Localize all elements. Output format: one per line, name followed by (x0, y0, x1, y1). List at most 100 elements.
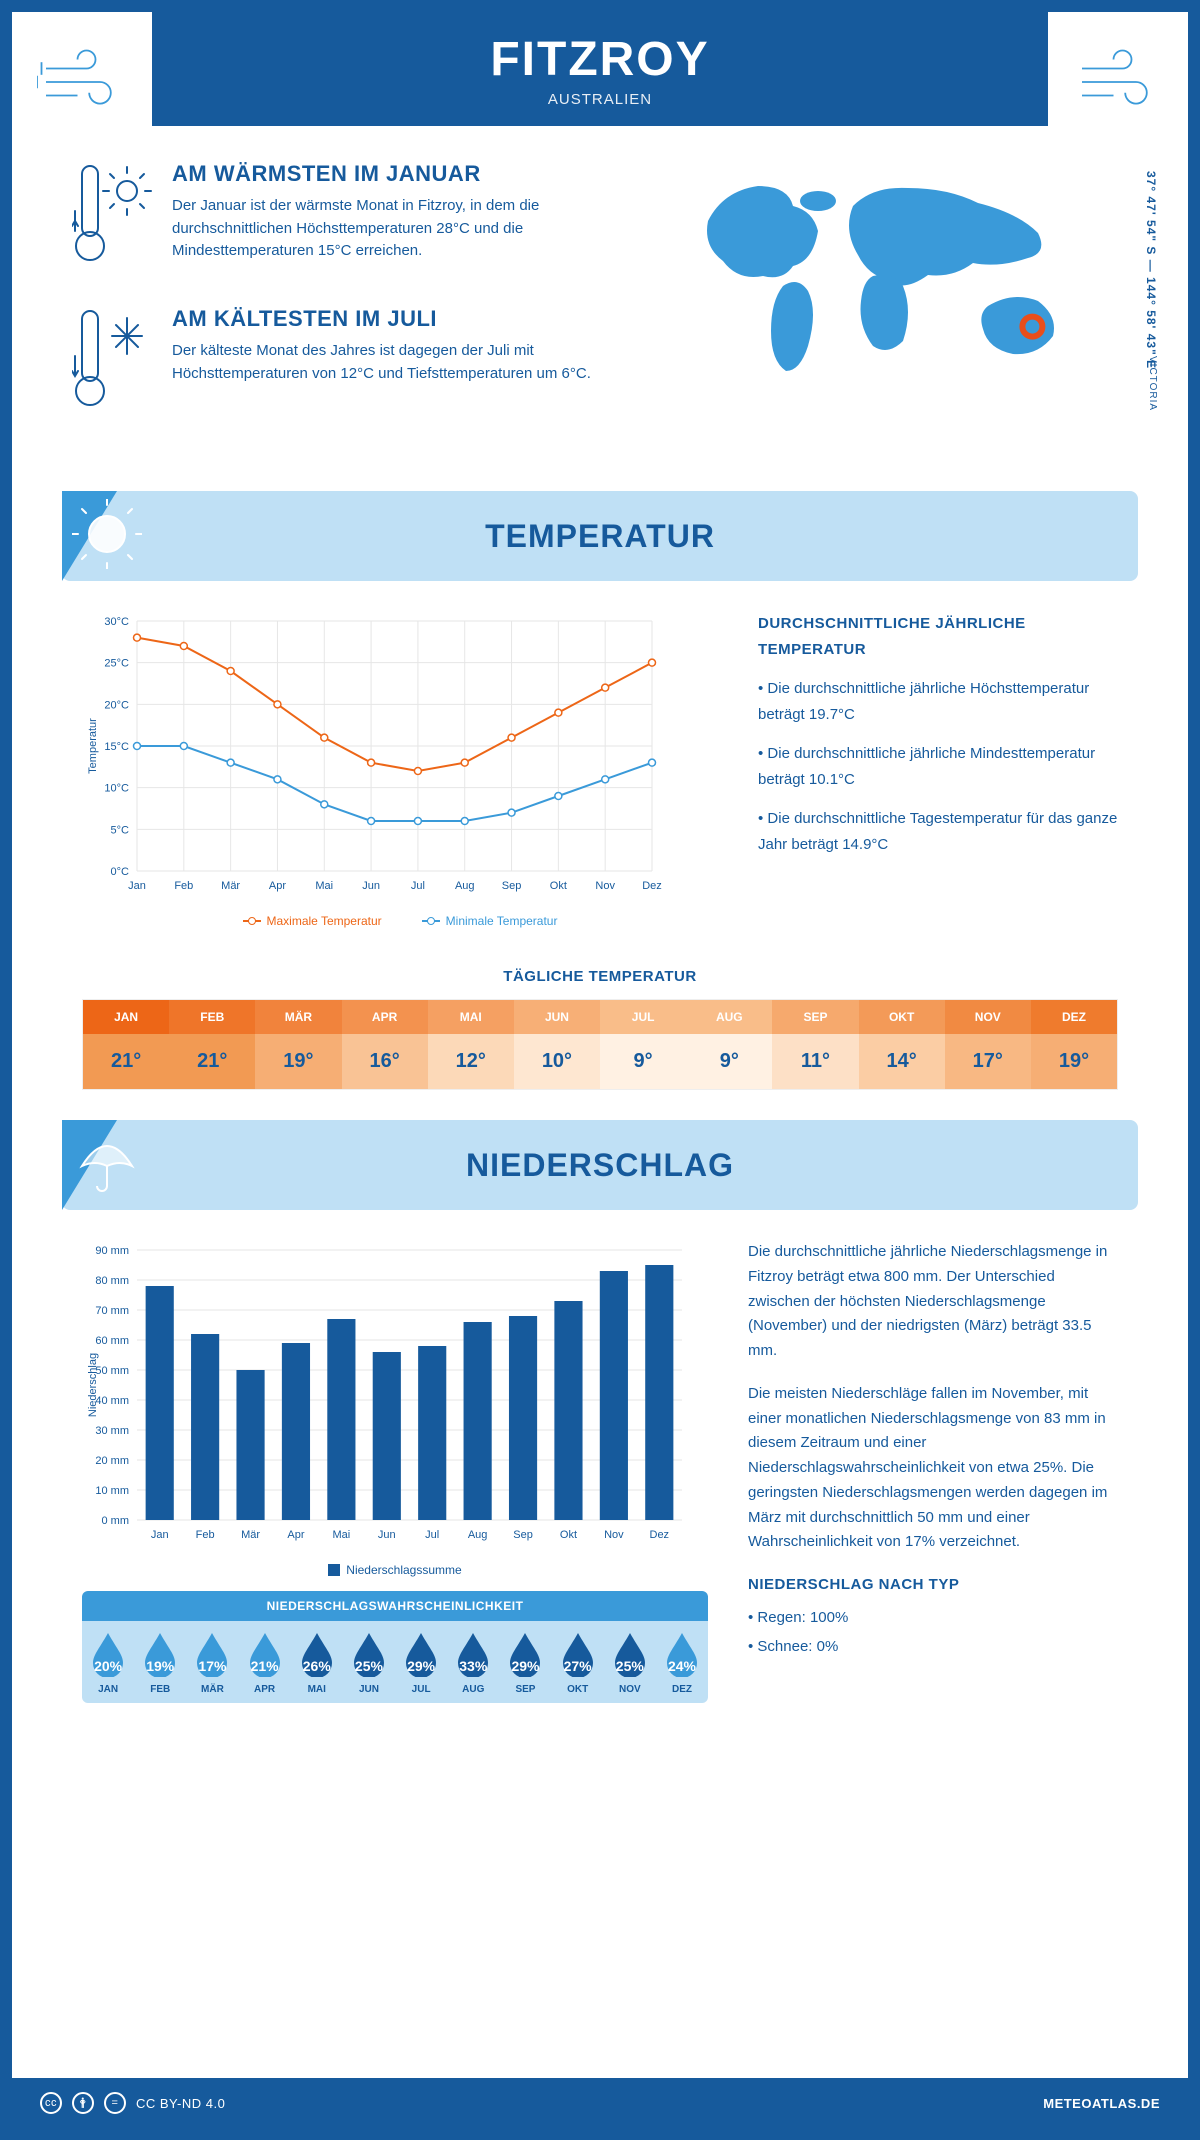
prob-cell: 19%FEB (134, 1621, 186, 1703)
heat-col: APR16° (342, 1000, 428, 1089)
coordinates-label: 37° 47' 54" S — 144° 58' 43" E (1144, 171, 1158, 369)
temp-bullet-0: • Die durchschnittliche jährliche Höchst… (758, 676, 1118, 727)
heat-col: NOV17° (945, 1000, 1031, 1089)
svg-text:Sep: Sep (513, 1529, 533, 1541)
heat-col: JAN21° (83, 1000, 169, 1089)
svg-text:Dez: Dez (650, 1529, 670, 1541)
daily-temp-table: JAN21°FEB21°MÄR19°APR16°MAI12°JUN10°JUL9… (82, 999, 1118, 1090)
svg-text:Dez: Dez (642, 880, 662, 892)
svg-text:0°C: 0°C (111, 866, 130, 878)
sun-icon (72, 499, 142, 574)
wind-deco-left (12, 12, 152, 152)
svg-text:Temperatur: Temperatur (87, 718, 99, 774)
svg-text:10°C: 10°C (104, 783, 129, 795)
precip-typ-1: • Schnee: 0% (748, 1635, 1118, 1660)
svg-text:25°C: 25°C (104, 658, 129, 670)
precip-chart-column: 0 mm10 mm20 mm30 mm40 mm50 mm60 mm70 mm8… (82, 1240, 708, 1703)
svg-text:Okt: Okt (560, 1529, 577, 1541)
legend-max: Maximale Temperatur (267, 914, 382, 928)
svg-text:Aug: Aug (455, 880, 475, 892)
heat-col: FEB21° (169, 1000, 255, 1089)
prob-cell: 17%MÄR (186, 1621, 238, 1703)
page: FITZROY AUSTRALIEN AM WÄRMSTEN IM JANUAR… (0, 0, 1200, 2140)
svg-text:0 mm: 0 mm (102, 1515, 130, 1527)
svg-text:80 mm: 80 mm (95, 1275, 129, 1287)
page-title: FITZROY (12, 32, 1188, 87)
svg-text:Nov: Nov (595, 880, 615, 892)
svg-text:30°C: 30°C (104, 616, 129, 628)
prob-cell: 29%SEP (499, 1621, 551, 1703)
precip-banner: NIEDERSCHLAG (62, 1120, 1138, 1210)
daily-temp-title: TÄGLICHE TEMPERATUR (12, 968, 1188, 985)
page-subtitle: AUSTRALIEN (12, 91, 1188, 108)
precip-p2: Die meisten Niederschläge fallen im Nove… (748, 1382, 1118, 1555)
temp-bullet-2: • Die durchschnittliche Tagestemperatur … (758, 806, 1118, 857)
footer: cc 🛉 = CC BY-ND 4.0 METEOATLAS.DE (12, 2078, 1188, 2128)
site-name: METEOATLAS.DE (1043, 2096, 1160, 2111)
precip-legend-label: Niederschlagssumme (346, 1563, 461, 1577)
svg-text:Okt: Okt (550, 880, 567, 892)
map-svg (688, 161, 1098, 391)
heat-col: OKT14° (859, 1000, 945, 1089)
heat-col: MAI12° (428, 1000, 514, 1089)
temperature-row: 0°C5°C10°C15°C20°C25°C30°CJanFebMärAprMa… (12, 611, 1188, 948)
fact-cold-title: AM KÄLTESTEN IM JULI (172, 306, 658, 332)
svg-text:30 mm: 30 mm (95, 1425, 129, 1437)
section-title-temperature: TEMPERATUR (485, 518, 715, 555)
heat-col: DEZ19° (1031, 1000, 1117, 1089)
section-title-precip: NIEDERSCHLAG (466, 1147, 734, 1184)
svg-text:Feb: Feb (196, 1529, 215, 1541)
heat-col: JUN10° (514, 1000, 600, 1089)
region-label: VICTORIA (1147, 356, 1158, 411)
facts-column: AM WÄRMSTEN IM JANUAR Der Januar ist der… (72, 161, 658, 451)
svg-text:10 mm: 10 mm (95, 1485, 129, 1497)
heat-col: AUG9° (686, 1000, 772, 1089)
temperature-line-chart: 0°C5°C10°C15°C20°C25°C30°CJanFebMärAprMa… (82, 611, 662, 901)
fact-warmest: AM WÄRMSTEN IM JANUAR Der Januar ist der… (72, 161, 658, 276)
prob-cell: 25%NOV (604, 1621, 656, 1703)
by-icon: 🛉 (72, 2092, 94, 2114)
svg-text:Apr: Apr (287, 1529, 304, 1541)
svg-text:Jun: Jun (378, 1529, 396, 1541)
temperature-legend: Maximale Temperatur Minimale Temperatur (82, 914, 718, 928)
svg-text:Apr: Apr (269, 880, 286, 892)
svg-text:5°C: 5°C (111, 824, 130, 836)
precip-bar-chart: 0 mm10 mm20 mm30 mm40 mm50 mm60 mm70 mm8… (82, 1240, 692, 1550)
header: FITZROY AUSTRALIEN (12, 12, 1188, 126)
precip-p1: Die durchschnittliche jährliche Niedersc… (748, 1240, 1118, 1364)
world-map: 37° 47' 54" S — 144° 58' 43" E VICTORIA (688, 161, 1128, 451)
svg-text:Nov: Nov (604, 1529, 624, 1541)
fact-coldest: AM KÄLTESTEN IM JULI Der kälteste Monat … (72, 306, 658, 421)
prob-cell: 29%JUL (395, 1621, 447, 1703)
precip-typ-title: NIEDERSCHLAG NACH TYP (748, 1573, 1118, 1598)
svg-text:50 mm: 50 mm (95, 1365, 129, 1377)
temp-side-title: DURCHSCHNITTLICHE JÄHRLICHE TEMPERATUR (758, 611, 1118, 662)
svg-text:15°C: 15°C (104, 741, 129, 753)
prob-cell: 21%APR (239, 1621, 291, 1703)
svg-text:Niederschlag: Niederschlag (87, 1353, 99, 1417)
svg-text:20°C: 20°C (104, 699, 129, 711)
temp-bullet-1: • Die durchschnittliche jährliche Mindes… (758, 741, 1118, 792)
heat-col: SEP11° (772, 1000, 858, 1089)
svg-text:Mär: Mär (241, 1529, 260, 1541)
svg-text:90 mm: 90 mm (95, 1245, 129, 1257)
prob-cell: 24%DEZ (656, 1621, 708, 1703)
temperature-chart: 0°C5°C10°C15°C20°C25°C30°CJanFebMärAprMa… (82, 611, 718, 928)
svg-text:Mai: Mai (315, 880, 333, 892)
temperature-banner: TEMPERATUR (62, 491, 1138, 581)
wind-icon (1073, 37, 1163, 127)
heat-col: MÄR19° (255, 1000, 341, 1089)
svg-text:Sep: Sep (502, 880, 522, 892)
svg-text:20 mm: 20 mm (95, 1455, 129, 1467)
nd-icon: = (104, 2092, 126, 2114)
prob-title: NIEDERSCHLAGSWAHRSCHEINLICHKEIT (82, 1591, 708, 1621)
prob-cell: 20%JAN (82, 1621, 134, 1703)
thermometer-cold-icon (72, 306, 152, 421)
svg-text:Mai: Mai (333, 1529, 351, 1541)
prob-cell: 26%MAI (291, 1621, 343, 1703)
thermometer-hot-icon (72, 161, 152, 276)
svg-text:Feb: Feb (174, 880, 193, 892)
fact-warm-body: Der Januar ist der wärmste Monat in Fitz… (172, 195, 658, 263)
umbrella-icon (72, 1128, 142, 1203)
cc-icon: cc (40, 2092, 62, 2114)
